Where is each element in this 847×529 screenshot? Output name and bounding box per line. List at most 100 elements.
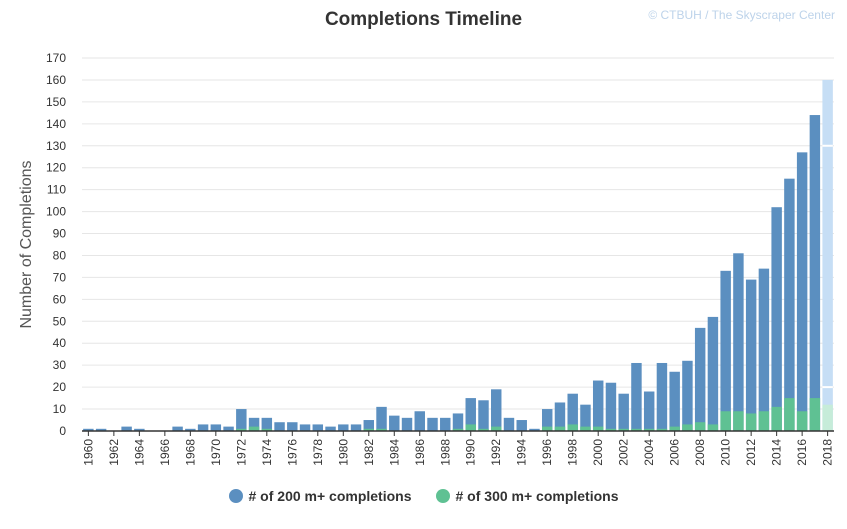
- x-tick-label: 1982: [362, 439, 376, 466]
- bar-200m[interactable]: [618, 393, 629, 431]
- bar-200m[interactable]: [592, 380, 604, 431]
- bar-200m[interactable]: [720, 270, 731, 431]
- x-tick-label: 2002: [617, 439, 631, 466]
- bar-200m[interactable]: [554, 402, 566, 431]
- bar-200m[interactable]: [452, 413, 464, 431]
- bar-300m[interactable]: [236, 428, 247, 431]
- bar-200m[interactable]: [567, 393, 578, 431]
- bar-200m[interactable]: [427, 417, 438, 431]
- bar-300m[interactable]: [605, 428, 617, 431]
- bar-300m[interactable]: [656, 428, 668, 431]
- bar-200m[interactable]: [299, 424, 311, 431]
- legend-item-200m[interactable]: # of 200 m+ completions: [228, 488, 412, 504]
- bar-300m[interactable]: [580, 426, 591, 431]
- y-tick-label: 60: [53, 292, 67, 306]
- bar-200m[interactable]: [541, 409, 553, 431]
- bar-200m[interactable]: [491, 389, 502, 431]
- bar-200m[interactable]: [287, 422, 298, 431]
- bar-200m[interactable]: [414, 411, 425, 431]
- bar-200m[interactable]: [529, 428, 540, 431]
- bar-300m[interactable]: [720, 411, 731, 431]
- bar-200m[interactable]: [796, 152, 808, 432]
- bar-300m[interactable]: [784, 398, 795, 431]
- bar-300m[interactable]: [541, 426, 553, 431]
- bar-200m[interactable]: [694, 327, 706, 431]
- bar-300m[interactable]: [478, 428, 489, 431]
- bar-300m[interactable]: [694, 422, 706, 431]
- bar-200m[interactable]: [121, 426, 132, 431]
- legend-item-300m[interactable]: # of 300 m+ completions: [435, 488, 619, 504]
- x-tick-label: 1994: [515, 439, 529, 466]
- bar-200m[interactable]: [656, 362, 668, 431]
- bar-200m[interactable]: [389, 415, 400, 431]
- bar-200m[interactable]: [376, 406, 387, 431]
- bar-300m[interactable]: [643, 428, 655, 431]
- bar-200m[interactable]: [771, 207, 782, 431]
- bar-200m[interactable]: [185, 428, 196, 431]
- bar-300m[interactable]: [248, 426, 260, 431]
- bar-300m[interactable]: [707, 424, 719, 431]
- bar-200m[interactable]: [809, 115, 821, 431]
- bar-200m[interactable]: [350, 424, 362, 431]
- bar-200m[interactable]: [134, 428, 145, 431]
- bar-300m[interactable]: [809, 398, 821, 431]
- bar-200m[interactable]: [338, 424, 349, 431]
- legend-marker-200m-icon: [228, 489, 243, 503]
- bar-200m[interactable]: [236, 409, 247, 431]
- legend-label-200m: # of 200 m+ completions: [248, 488, 412, 504]
- bar-200m[interactable]: [95, 428, 107, 431]
- bar-200m[interactable]: [516, 420, 527, 431]
- bar-300m[interactable]: [567, 424, 578, 431]
- bar-200m[interactable]: [682, 360, 693, 431]
- bar-200m[interactable]: [197, 424, 209, 431]
- y-tick-label: 30: [53, 358, 67, 372]
- bar-300m[interactable]: [682, 424, 693, 431]
- bar-300m[interactable]: [554, 426, 566, 431]
- bar-200m[interactable]: [733, 253, 744, 431]
- bar-200m[interactable]: [223, 426, 234, 431]
- bar-200m[interactable]: [172, 426, 183, 431]
- bar-300m[interactable]: [491, 426, 502, 431]
- bar-200m[interactable]: [707, 316, 719, 431]
- bar-200m[interactable]: [312, 424, 324, 431]
- bar-300m[interactable]: [452, 428, 464, 431]
- bar-200m[interactable]: [210, 424, 222, 431]
- bar-200m[interactable]: [605, 382, 617, 431]
- bar-300m[interactable]: [771, 406, 782, 431]
- bar-200m[interactable]: [503, 417, 515, 431]
- bar-300m[interactable]: [796, 411, 808, 431]
- bar-300m[interactable]: [669, 426, 680, 431]
- bar-200m[interactable]: [363, 420, 375, 431]
- bar-200m[interactable]: [822, 79, 833, 432]
- bar-200m[interactable]: [643, 391, 655, 431]
- bar-200m[interactable]: [745, 279, 757, 431]
- bar-200m[interactable]: [784, 178, 795, 431]
- bar-200m[interactable]: [440, 417, 451, 431]
- bar-200m[interactable]: [261, 417, 273, 431]
- bar-300m[interactable]: [618, 428, 629, 431]
- bar-200m[interactable]: [325, 426, 336, 431]
- bar-300m[interactable]: [465, 424, 476, 431]
- bar-200m[interactable]: [669, 371, 680, 431]
- bar-300m[interactable]: [758, 411, 770, 431]
- bar-200m[interactable]: [580, 404, 591, 431]
- bar-200m[interactable]: [401, 417, 413, 431]
- bar-300m[interactable]: [822, 404, 833, 431]
- bar-200m[interactable]: [274, 422, 285, 431]
- bar-300m[interactable]: [592, 426, 604, 431]
- bar-200m[interactable]: [465, 398, 476, 431]
- bar-200m[interactable]: [758, 268, 770, 431]
- bar-300m[interactable]: [376, 428, 387, 431]
- bar-200m[interactable]: [631, 362, 642, 431]
- bar-300m[interactable]: [363, 428, 375, 431]
- bar-200m[interactable]: [83, 428, 94, 431]
- credit-text[interactable]: © CTBUH / The Skyscraper Center: [648, 8, 835, 22]
- bar-300m[interactable]: [261, 428, 273, 431]
- x-tick-label: 2014: [770, 439, 784, 466]
- bar-300m[interactable]: [745, 413, 757, 431]
- bar-300m[interactable]: [631, 428, 642, 431]
- bar-300m[interactable]: [733, 411, 744, 431]
- legend: # of 200 m+ completions # of 300 m+ comp…: [0, 488, 847, 504]
- bar-200m[interactable]: [248, 417, 260, 431]
- bar-200m[interactable]: [478, 400, 489, 431]
